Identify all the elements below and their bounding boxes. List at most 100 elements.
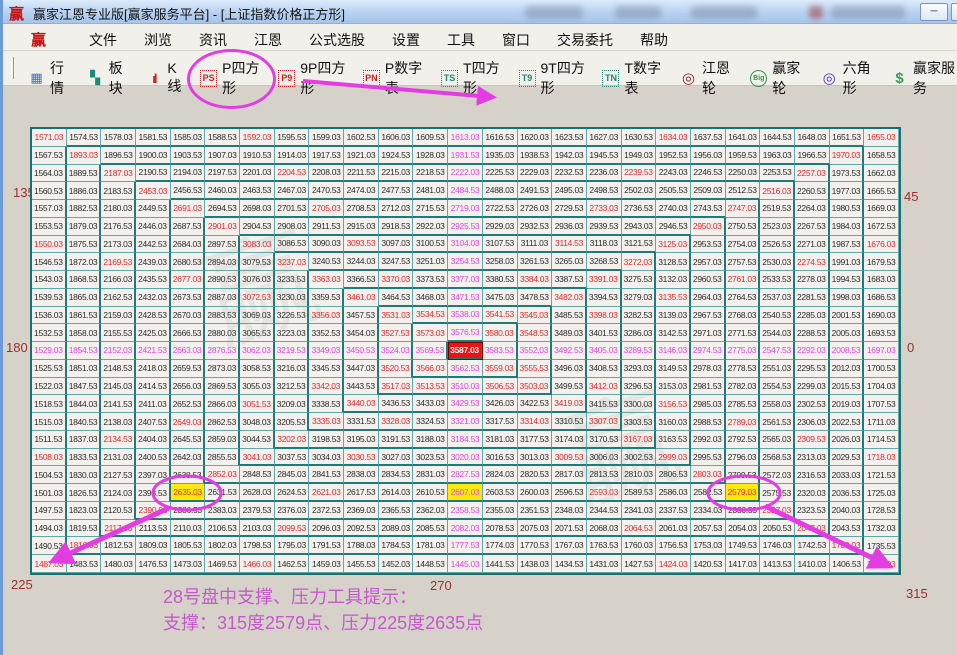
grid-cell[interactable]: 2369.03 xyxy=(344,501,379,520)
grid-cell[interactable]: 2379.53 xyxy=(240,501,275,520)
grid-cell[interactable]: 2950.03 xyxy=(690,217,726,236)
grid-cell[interactable]: 1616.53 xyxy=(482,129,518,147)
grid-cell[interactable]: 1777.53 xyxy=(448,537,483,556)
grid-cell[interactable]: 2533.53 xyxy=(760,271,795,289)
grid-cell[interactable]: 2428.53 xyxy=(136,306,171,325)
grid-cell[interactable]: 1679.53 xyxy=(864,253,899,272)
grid-cell[interactable]: 1844.03 xyxy=(66,395,102,414)
grid-cell[interactable]: 2449.53 xyxy=(136,200,171,218)
grid-cell[interactable]: 1833.53 xyxy=(66,448,102,467)
grid-cell[interactable]: 2362.03 xyxy=(413,501,449,520)
grid-cell[interactable]: 3552.03 xyxy=(517,342,553,360)
grid-cell[interactable]: 3454.03 xyxy=(344,324,379,343)
grid-cell[interactable]: 2890.53 xyxy=(205,271,241,289)
grid-cell[interactable]: 2967.53 xyxy=(690,306,726,325)
grid-cell[interactable]: 3202.03 xyxy=(274,430,310,449)
grid-cell[interactable]: 2131.03 xyxy=(101,448,137,467)
grid-cell[interactable]: 1949.03 xyxy=(621,146,657,165)
grid-cell[interactable]: 1875.53 xyxy=(66,235,102,254)
grid-cell[interactable]: 2554.53 xyxy=(760,377,795,396)
grid-cell[interactable]: 2817.03 xyxy=(552,466,587,485)
grid-cell[interactable]: 1847.53 xyxy=(66,377,102,396)
grid-cell[interactable]: 3006.03 xyxy=(586,448,622,467)
grid-cell[interactable]: 3506.53 xyxy=(482,377,518,396)
grid-cell[interactable]: 2992.03 xyxy=(690,430,726,449)
grid-cell[interactable]: 1536.03 xyxy=(32,306,67,325)
grid-cell[interactable]: 3023.53 xyxy=(413,448,449,467)
grid-cell[interactable]: 1809.03 xyxy=(136,537,171,556)
grid-cell[interactable]: 3034.03 xyxy=(309,448,345,467)
grid-cell[interactable]: 2761.03 xyxy=(725,271,761,289)
grid-cell[interactable]: 2334.03 xyxy=(690,501,726,520)
grid-cell[interactable]: 3303.53 xyxy=(621,413,657,431)
grid-cell[interactable]: 1886.03 xyxy=(66,182,102,201)
grid-cell[interactable]: 1518.53 xyxy=(32,395,67,414)
grid-cell[interactable]: 2124.03 xyxy=(101,484,137,502)
grid-cell[interactable]: 1763.53 xyxy=(586,537,622,556)
grid-cell[interactable]: 1434.53 xyxy=(552,555,587,573)
grid-cell[interactable]: 1781.03 xyxy=(413,537,449,556)
grid-cell[interactable]: 2747.03 xyxy=(725,200,761,218)
grid-cell[interactable]: 2799.53 xyxy=(725,466,761,485)
grid-cell[interactable]: 3517.03 xyxy=(378,377,414,396)
grid-cell[interactable]: 2001.53 xyxy=(829,306,865,325)
grid-cell[interactable]: 2302.53 xyxy=(794,395,830,414)
grid-cell[interactable]: 2834.53 xyxy=(378,466,414,485)
grid-cell[interactable]: 2285.03 xyxy=(794,306,830,325)
grid-cell[interactable]: 2729.53 xyxy=(552,200,587,218)
grid-cell[interactable]: 2694.53 xyxy=(205,200,241,218)
grid-cell[interactable]: 3450.53 xyxy=(344,342,379,360)
grid-cell[interactable]: 2971.03 xyxy=(690,324,726,343)
grid-cell[interactable]: 2509.03 xyxy=(690,182,726,201)
grid-cell[interactable]: 1819.53 xyxy=(66,519,102,538)
grid-cell[interactable]: 2281.53 xyxy=(794,288,830,307)
grid-cell[interactable]: 3510.03 xyxy=(448,377,483,396)
grid-cell[interactable]: 2589.53 xyxy=(621,484,657,502)
grid-cell[interactable]: 1798.53 xyxy=(240,537,275,556)
grid-cell[interactable]: 2250.03 xyxy=(725,164,761,183)
grid-cell[interactable]: 3223.03 xyxy=(274,324,310,343)
grid-cell[interactable]: 1987.53 xyxy=(829,235,865,254)
grid-cell[interactable]: 1858.03 xyxy=(66,324,102,343)
grid-cell[interactable]: 2701.53 xyxy=(274,200,310,218)
grid-cell[interactable]: 2652.53 xyxy=(170,395,206,414)
menu-item-窗口[interactable]: 窗口 xyxy=(502,32,530,48)
grid-cell[interactable]: 3485.53 xyxy=(552,306,587,325)
grid-cell[interactable]: 3191.53 xyxy=(378,430,414,449)
grid-cell[interactable]: 2649.03 xyxy=(170,413,206,431)
grid-cell[interactable]: 2852.03 xyxy=(205,466,241,485)
grid-cell[interactable]: 2019.03 xyxy=(829,395,865,414)
grid-cell[interactable]: 2659.53 xyxy=(170,359,206,378)
grid-cell[interactable]: 3069.03 xyxy=(240,306,275,325)
grid-cell[interactable]: 2176.53 xyxy=(101,217,137,236)
grid-cell[interactable]: 2453.03 xyxy=(136,182,171,201)
grid-cell[interactable]: 2785.53 xyxy=(725,395,761,414)
grid-cell[interactable]: 3009.53 xyxy=(552,448,587,467)
grid-cell[interactable]: 2404.03 xyxy=(136,430,171,449)
grid-cell[interactable]: 2309.53 xyxy=(794,430,830,449)
grid-cell[interactable]: 2243.03 xyxy=(656,164,691,183)
grid-cell[interactable]: 2831.03 xyxy=(413,466,449,485)
grid-cell[interactable]: 2236.03 xyxy=(586,164,622,183)
grid-cell[interactable]: 3380.53 xyxy=(482,271,518,289)
grid-cell[interactable]: 3559.03 xyxy=(482,359,518,378)
grid-cell[interactable]: 2246.53 xyxy=(690,164,726,183)
grid-cell[interactable]: 1865.03 xyxy=(66,288,102,307)
grid-cell[interactable]: 1718.03 xyxy=(864,448,899,467)
grid-cell[interactable]: 1928.03 xyxy=(413,146,449,165)
grid-cell[interactable]: 2085.53 xyxy=(413,519,449,538)
grid-cell[interactable]: 1410.03 xyxy=(794,555,830,573)
grid-cell[interactable]: 1889.53 xyxy=(66,164,102,183)
grid-cell[interactable]: 2383.03 xyxy=(205,501,241,520)
grid-cell[interactable]: 2757.53 xyxy=(725,253,761,272)
grid-cell[interactable]: 2698.03 xyxy=(240,200,275,218)
grid-cell[interactable]: 1567.53 xyxy=(32,146,67,165)
grid-cell[interactable]: 1525.53 xyxy=(32,359,67,378)
grid-cell[interactable]: 2575.53 xyxy=(760,484,795,502)
grid-cell[interactable]: 2582.53 xyxy=(690,484,726,502)
grid-cell[interactable]: 1921.03 xyxy=(344,146,379,165)
grid-cell[interactable]: 1795.03 xyxy=(274,537,310,556)
grid-cell[interactable]: 1742.53 xyxy=(794,537,830,556)
grid-cell[interactable]: 2054.03 xyxy=(725,519,761,538)
grid-cell[interactable]: 2750.53 xyxy=(725,217,761,236)
